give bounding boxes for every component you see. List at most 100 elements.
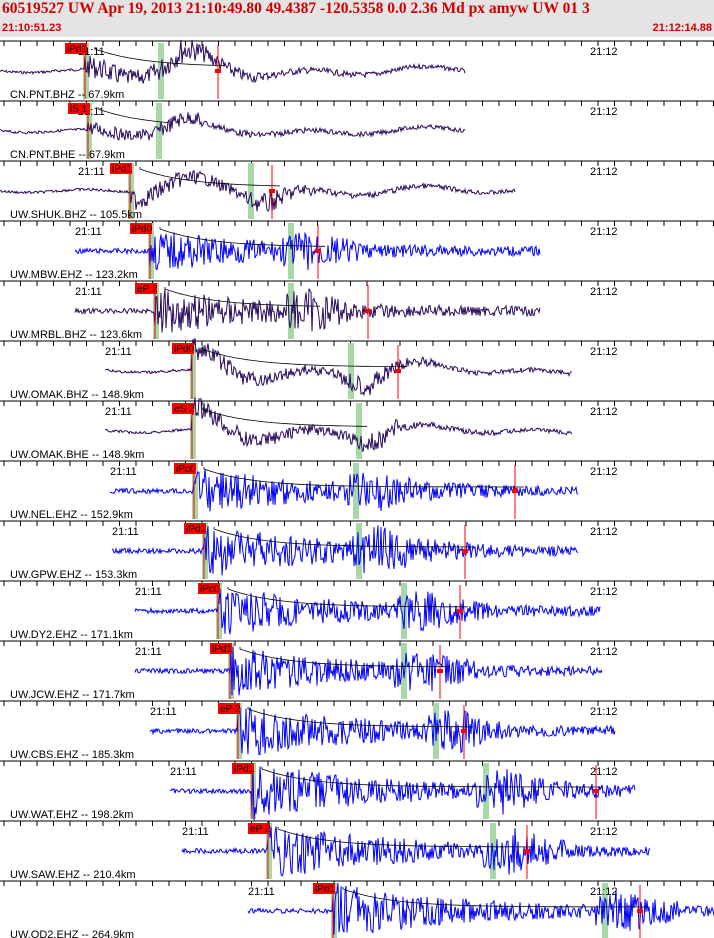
waveform: [170, 766, 636, 821]
pick-label: eP 2: [250, 824, 271, 835]
waveform: [0, 112, 466, 141]
minute-label: 21:11: [78, 166, 105, 178]
p-window: [216, 583, 222, 639]
minute-label: 21:11: [110, 466, 137, 478]
minute-label: 21:12: [590, 586, 618, 598]
coda-curve: [97, 107, 169, 123]
coda-curve: [239, 647, 450, 668]
pick-label: iPd1: [212, 644, 232, 655]
pick-label: iPd0: [132, 224, 152, 235]
minute-label: 21:11: [75, 226, 102, 238]
s-window: [353, 463, 359, 519]
s-window: [348, 343, 354, 399]
minute-label: 21:11: [105, 406, 132, 418]
phase-pick: eS 2: [172, 403, 195, 459]
pick-label: eS 2: [174, 404, 195, 415]
waveform: [104, 397, 573, 452]
pick-box: [198, 583, 220, 594]
pick-box: [232, 763, 254, 774]
phase-pick: eP 2: [218, 703, 241, 759]
waveform: [104, 338, 573, 397]
pick-box: [65, 43, 87, 54]
minute-label: 21:12: [590, 166, 618, 178]
waveform: [134, 588, 601, 635]
p-window: [266, 823, 272, 879]
end-time: 21:12:14.88: [652, 22, 712, 34]
s-window: [602, 883, 608, 938]
waveform: [74, 288, 541, 333]
phase-pick: iPd1: [184, 523, 206, 579]
trace-row: 21:11 21:12 iPd1 UW.WAT.EHZ -- 198.2km: [0, 760, 714, 821]
trace-row: 21:11 21:12 iPd0 UW.OMAK.BHZ -- 148.9km: [0, 338, 714, 401]
phase-pick: iPd1: [65, 43, 87, 99]
minute-label: 21:11: [248, 886, 275, 898]
pick-box: [210, 643, 232, 654]
station-label: UW.MRBL.BHZ -- 123.6km: [10, 329, 142, 341]
pick-box: [110, 163, 132, 174]
phase-pick: iPd1: [232, 763, 254, 819]
minute-label: 21:12: [590, 106, 618, 118]
waveform: [0, 170, 516, 213]
minute-label: 21:11: [150, 706, 177, 718]
waveform: [149, 706, 616, 755]
p-window: [86, 103, 92, 159]
pick-box: [174, 463, 196, 474]
minute-label: 21:12: [590, 46, 618, 58]
coda-curve: [203, 467, 524, 488]
p-window: [128, 163, 134, 219]
trace-row: 21:11 21:12 iPd1 UW.SHUK.BHZ -- 105.5km: [0, 160, 714, 221]
pick-label: eP 2: [137, 284, 158, 295]
station-label: UW.OD2.EHZ -- 264.9km: [10, 929, 134, 938]
minute-label: 21:12: [590, 826, 618, 838]
s-window: [288, 283, 294, 339]
trace-row: 21:11 21:12 iPd1 UW.OD2.EHZ -- 264.9km: [0, 880, 714, 938]
pick-box: [172, 403, 194, 414]
p-window: [202, 523, 208, 579]
minute-label: 21:11: [170, 766, 197, 778]
phase-pick: iPc0: [174, 463, 196, 519]
station-label: UW.NEL.EHZ -- 152.9km: [10, 509, 133, 521]
trace-row: 21:11 21:12 eP 2 UW.MRBL.BHZ -- 123.6km: [0, 280, 714, 341]
header-bar: 60519527 UW Apr 19, 2013 21:10:49.80 49.…: [0, 0, 714, 37]
waveform: [0, 39, 466, 84]
trace-row: 21:11 21:12 eP 2 UW.SAW.EHZ -- 210.4km: [0, 820, 714, 881]
pick-box: [248, 823, 270, 834]
s-window: [156, 103, 162, 159]
coda-curve: [94, 47, 226, 67]
pick-box: [184, 523, 206, 534]
trace-row: 21:11 21:12 iPc0 UW.DY2.EHZ -- 171.1km: [0, 580, 714, 641]
pick-box: [130, 223, 152, 234]
p-window: [190, 403, 196, 459]
minute-label: 21:12: [590, 226, 618, 238]
phase-pick: eP 2: [135, 283, 158, 339]
waveform: [74, 231, 541, 271]
trace-row: 21:11 21:12 iPd1 UW.GPW.EHZ -- 153.3km: [0, 520, 714, 581]
p-window: [190, 343, 196, 399]
pick-label: iPd1: [67, 44, 87, 55]
pick-label: iPd0: [174, 344, 194, 355]
station-label: UW.CBS.EHZ -- 185.3km: [10, 749, 134, 761]
coda-curve: [201, 347, 407, 368]
phase-pick: iPc0: [198, 583, 220, 639]
trace-row: 21:11 21:12 eS 2 UW.OMAK.BHE -- 148.9km: [0, 397, 714, 461]
coda-curve: [201, 407, 367, 427]
minute-label: 21:12: [590, 286, 618, 298]
station-label: UW.SHUK.BHZ -- 105.5km: [10, 209, 142, 221]
coda-curve: [342, 887, 648, 908]
minute-label: 21:12: [590, 646, 618, 658]
start-time: 21:10:51.23: [2, 22, 62, 34]
trace-row: 21:11 21:12 eP 2 UW.CBS.EHZ -- 185.3km: [0, 700, 714, 761]
waveform: [109, 469, 579, 512]
trace-row: 21:11 21:12 iPd1 UW.JCW.EHZ -- 171.7km: [0, 640, 714, 701]
coda-curve: [227, 587, 469, 608]
station-label: UW.JCW.EHZ -- 171.7km: [10, 689, 135, 701]
station-label: CN.PNT.BHZ -- 67.9km: [10, 89, 124, 101]
minute-label: 21:11: [135, 586, 162, 598]
s-window: [401, 583, 407, 639]
station-label: UW.DY2.EHZ -- 171.1km: [10, 629, 133, 641]
pick-label: iPd1: [234, 764, 254, 775]
station-label: CN.PNT.BHE -- 67.9km: [10, 149, 125, 161]
phase-pick: iPd1: [110, 163, 132, 219]
